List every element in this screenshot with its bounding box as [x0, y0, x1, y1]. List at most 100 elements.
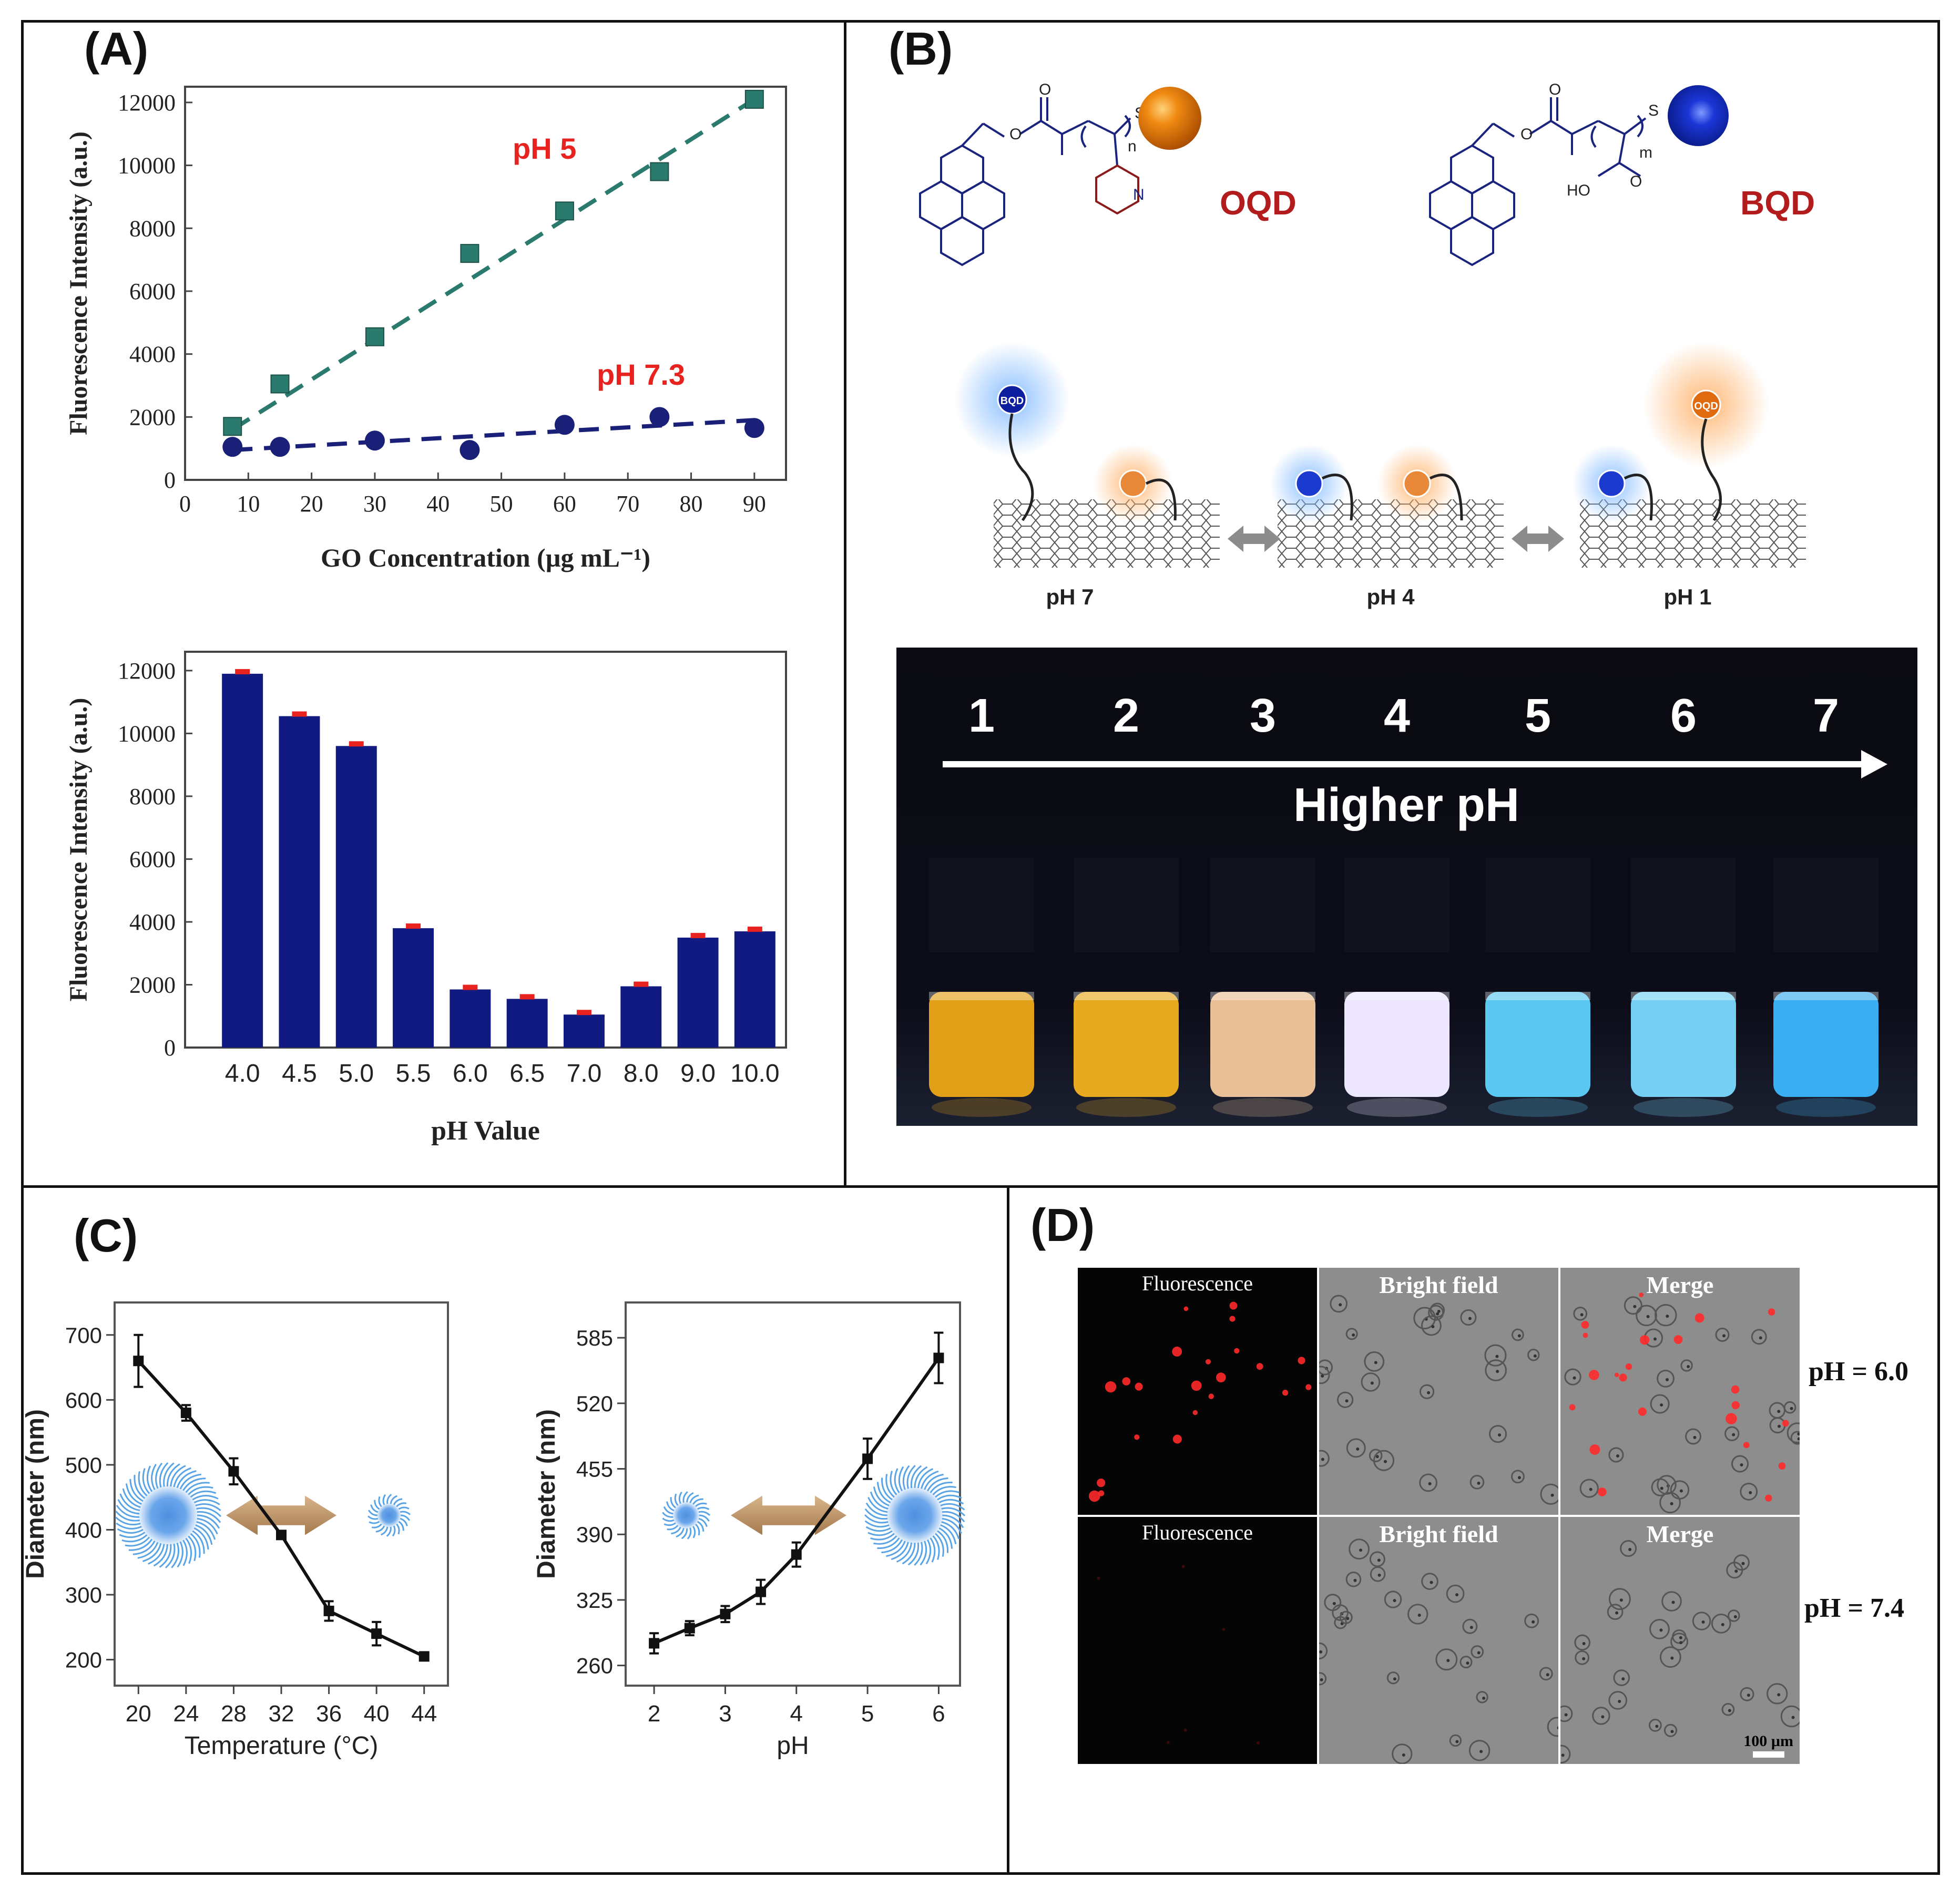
vial-number: 2 — [1113, 690, 1139, 742]
label-ph5: pH 5 — [513, 132, 577, 165]
a1-point-ph5 — [744, 89, 764, 109]
equilibrium-arrows — [1228, 526, 1564, 552]
panel-label-c: (C) — [74, 1209, 138, 1261]
vial-glass — [929, 858, 1034, 952]
a1-xtick-label: 70 — [616, 491, 639, 517]
oqd-label: OQD — [1220, 184, 1297, 222]
red-fluorescence-spot — [1229, 1301, 1238, 1310]
red-fluorescence-spot — [1234, 1348, 1240, 1354]
oqd-molecule — [919, 97, 1139, 266]
a1-xtick-label: 40 — [426, 491, 450, 517]
a1-xlabel: GO Concentration (µg mL⁻¹) — [321, 543, 650, 572]
red-fluorescence-spot — [1583, 1332, 1588, 1338]
a1-ytick-label: 2000 — [129, 404, 176, 430]
micro-image-ph74-merge: Merge 100 µm — [1560, 1517, 1800, 1764]
red-fluorescence-spot — [1619, 1373, 1627, 1382]
red-fluorescence-spot — [1088, 1490, 1100, 1502]
chem-n-atom: N — [1133, 186, 1145, 203]
a1-ytick-label: 8000 — [129, 216, 176, 241]
red-fluorescence-spot — [1768, 1308, 1775, 1316]
red-fluorescence-spot — [1589, 1370, 1599, 1380]
micro-image-ph60-bright-field: Bright field — [1319, 1268, 1558, 1515]
red-fluorescence-spot — [1191, 1380, 1202, 1391]
scale-bar-label: 100 µm — [1743, 1732, 1793, 1750]
vial-liquid — [1631, 992, 1736, 1097]
red-fluorescence-spot — [1625, 1363, 1632, 1370]
a1-point-ph73 — [364, 430, 385, 451]
red-fluorescence-spot — [1731, 1385, 1740, 1394]
red-fluorescence-spot — [1743, 1442, 1750, 1449]
red-fluorescence-spot — [1597, 1487, 1607, 1496]
red-fluorescence-spot — [1183, 1306, 1189, 1311]
panel-label-b: (B) — [889, 23, 953, 75]
vial-number: 3 — [1250, 690, 1276, 742]
red-fluorescence-spot — [1298, 1357, 1305, 1364]
vial-reflection — [1488, 1098, 1588, 1117]
state-ph4: pH 4 — [1366, 584, 1415, 609]
vial-liquid — [1485, 992, 1590, 1097]
vial-liquid — [1344, 992, 1449, 1097]
red-fluorescence-spot — [1305, 1384, 1312, 1390]
vial-liquid — [1210, 992, 1315, 1097]
vial-number: 6 — [1670, 690, 1697, 742]
a1-ytick-label: 6000 — [129, 279, 176, 304]
vial-glass — [1074, 858, 1179, 952]
a1-point-ph73 — [222, 437, 243, 457]
a1-point-ph73 — [270, 437, 290, 457]
vial-reflection — [1347, 1098, 1447, 1117]
a1-xtick-label: 30 — [363, 491, 386, 517]
vial-liquid — [929, 992, 1034, 1097]
label-ph73: pH 7.3 — [597, 358, 686, 391]
micro-col-label: Fluorescence — [1141, 1521, 1253, 1544]
a1-xtick-label: 80 — [680, 491, 703, 517]
panel-label-a: (A) — [84, 23, 149, 75]
panel-label-d: (D) — [1030, 1199, 1095, 1251]
vial-glass — [1344, 858, 1449, 952]
state-ph7: pH 7 — [1046, 584, 1094, 609]
bqd-label: BQD — [1740, 184, 1815, 222]
a1-xtick-label: 20 — [300, 491, 323, 517]
row-label-ph74: pH = 7.4 — [1804, 1593, 1904, 1623]
oqd-tag-ph1: OQD — [1694, 401, 1718, 412]
red-fluorescence-spot — [1282, 1390, 1289, 1396]
vial-reflection — [1776, 1098, 1876, 1117]
red-fluorescence-spot — [1256, 1363, 1263, 1370]
red-fluorescence-spot — [1778, 1462, 1786, 1470]
micro-image-ph60-merge: Merge — [1560, 1268, 1800, 1515]
a1-point-ph73 — [744, 418, 764, 438]
vial-number: 7 — [1813, 690, 1839, 742]
micro-col-label: Fluorescence — [1141, 1271, 1253, 1295]
a1-point-ph5 — [460, 244, 479, 263]
red-fluorescence-spot — [1731, 1401, 1740, 1410]
red-fluorescence-spot — [1765, 1494, 1772, 1502]
red-fluorescence-spot — [1614, 1372, 1619, 1378]
red-fluorescence-spot — [1205, 1359, 1211, 1364]
bqd-tag-ph7: BQD — [1001, 395, 1024, 407]
micro-col-label: Merge — [1646, 1271, 1714, 1298]
red-fluorescence-spot — [1782, 1420, 1789, 1427]
red-fluorescence-spot — [1589, 1444, 1600, 1455]
micro-image-ph74-bright-field: Bright field — [1319, 1517, 1558, 1764]
vial-glass — [1631, 858, 1736, 952]
a1-point-ph5 — [555, 201, 574, 221]
vial-number: 1 — [968, 690, 995, 742]
a1-fit-line-1 — [232, 418, 755, 453]
a1-ytick-label: 12000 — [118, 90, 176, 116]
a1-fit-line-0 — [231, 97, 756, 432]
bqd-molecule — [1429, 97, 1647, 266]
panel-d-frame — [1007, 1185, 1940, 1875]
a1-xtick-label: 60 — [553, 491, 576, 517]
red-fluorescence-spot — [1135, 1382, 1143, 1391]
red-fluorescence-spot — [1216, 1372, 1226, 1383]
chem-m-sub: m — [1639, 144, 1652, 161]
micro-col-label: Bright field — [1379, 1271, 1498, 1298]
vial-reflection — [1213, 1098, 1313, 1117]
vial-reflection — [1634, 1098, 1733, 1117]
micro-col-label: Merge — [1646, 1521, 1714, 1547]
chem-ho: HO — [1567, 182, 1590, 199]
blue-quantum-dot — [1668, 85, 1729, 146]
a1-ytick-label: 0 — [164, 467, 176, 493]
red-fluorescence-spot — [1172, 1434, 1182, 1444]
panel-b-chemistry: O O n S N OQD O O m S O HO BQD — [919, 81, 1815, 609]
